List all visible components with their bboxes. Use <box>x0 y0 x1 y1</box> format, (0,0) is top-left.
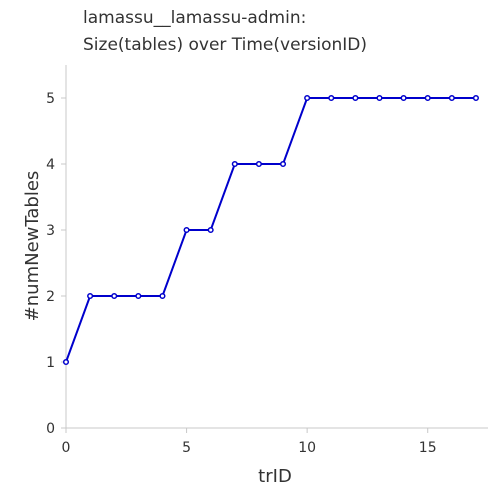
data-point <box>255 160 262 168</box>
x-tick-label: 0 <box>62 440 71 456</box>
y-tick-label: 0 <box>46 421 55 437</box>
data-point <box>207 226 214 234</box>
data-point <box>304 94 311 102</box>
y-tick-label: 3 <box>46 223 55 239</box>
data-point <box>159 292 166 300</box>
data-point <box>87 292 94 300</box>
data-point <box>231 160 238 168</box>
y-tick-label: 1 <box>46 355 55 371</box>
y-tick-label: 2 <box>46 289 55 305</box>
data-point <box>183 226 190 234</box>
x-tick-label: 5 <box>182 440 191 456</box>
data-point <box>279 160 287 168</box>
data-point <box>472 94 479 102</box>
y-tick-label: 4 <box>46 157 55 173</box>
y-tick-label: 5 <box>46 91 55 107</box>
data-point <box>400 94 407 102</box>
chart-title-line-2: Size(tables) over Time(versionID) <box>83 35 367 55</box>
data-point <box>135 292 142 300</box>
x-ticks: 0 5 10 15 <box>62 428 437 456</box>
data-point <box>376 94 383 102</box>
data-point <box>111 292 118 300</box>
plot-area <box>62 94 479 366</box>
data-point <box>352 94 359 102</box>
series-line <box>65 97 476 363</box>
x-axis-label: trID <box>258 466 292 487</box>
x-tick-label: 15 <box>419 440 437 456</box>
x-tick-label: 10 <box>298 440 316 456</box>
y-ticks: 0 1 2 3 4 5 <box>46 91 66 437</box>
axes <box>65 65 488 429</box>
y-axis-label: #numNewTables <box>22 171 43 322</box>
data-point <box>448 94 455 102</box>
data-point <box>328 94 335 102</box>
data-point <box>424 94 431 102</box>
data-point <box>62 358 70 366</box>
chart-title-line-1: lamassu__lamassu-admin: <box>83 8 306 28</box>
